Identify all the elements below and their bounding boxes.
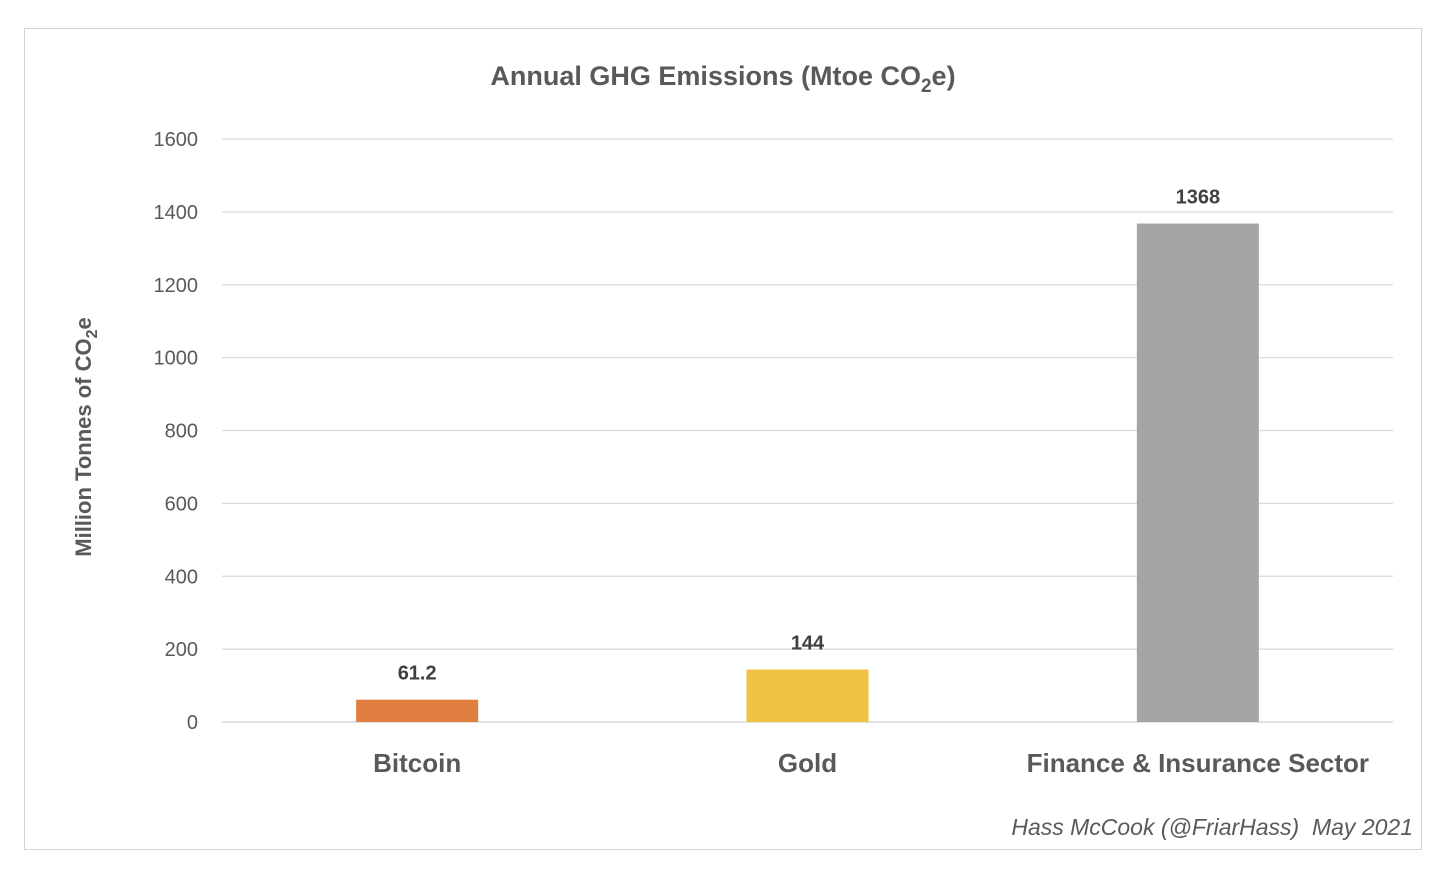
y-tick-label: 0 (187, 712, 198, 734)
y-tick-label: 600 (165, 493, 198, 515)
y-axis-title-end: e (71, 317, 96, 329)
bar-chart: Annual GHG Emissions (Mtoe CO2e) 0200400… (71, 61, 1413, 840)
bars (356, 223, 1259, 722)
data-label: 1368 (1176, 187, 1221, 209)
bar-bitcoin (356, 699, 479, 722)
chart-title-subscript: 2 (921, 76, 932, 97)
data-label: 144 (791, 633, 825, 655)
x-category-label: Gold (778, 748, 837, 778)
bar-finance (1136, 223, 1259, 722)
y-tick-label: 200 (165, 639, 198, 661)
y-axis-title: Million Tonnes of CO2e (71, 317, 101, 557)
y-axis-title-subscript: 2 (84, 329, 101, 338)
y-tick-label: 1600 (154, 129, 199, 151)
y-tick-label: 1200 (154, 275, 199, 297)
gridlines (222, 138, 1393, 723)
data-label: 61.2 (398, 663, 437, 685)
x-category-label: Bitcoin (373, 748, 461, 778)
data-labels: 61.2 144 1368 (398, 187, 1220, 685)
x-category-label: Finance & Insurance Sector (1027, 748, 1369, 778)
chart-title: Annual GHG Emissions (Mtoe CO2e) (490, 61, 955, 97)
y-tick-label: 800 (165, 421, 198, 443)
bar-gold (746, 669, 869, 722)
y-axis-ticks: 0 200 400 600 800 1000 1200 1400 1600 (154, 129, 199, 734)
y-axis-title-main: Million Tonnes of CO (71, 338, 96, 556)
chart-frame: Annual GHG Emissions (Mtoe CO2e) 0 200 400… (24, 28, 1422, 850)
x-axis-categories: Bitcoin Gold Finance & Insurance Sector (373, 748, 1369, 778)
y-tick-label: 400 (165, 566, 198, 588)
y-tick-label: 1400 (154, 202, 199, 224)
chart-title-main: Annual GHG Emissions (Mtoe CO (490, 61, 921, 91)
author-credit: Hass McCook (@FriarHass) May 2021 (1011, 814, 1413, 840)
chart-title-end: e) (932, 61, 956, 91)
y-tick-label: 1000 (154, 348, 199, 370)
